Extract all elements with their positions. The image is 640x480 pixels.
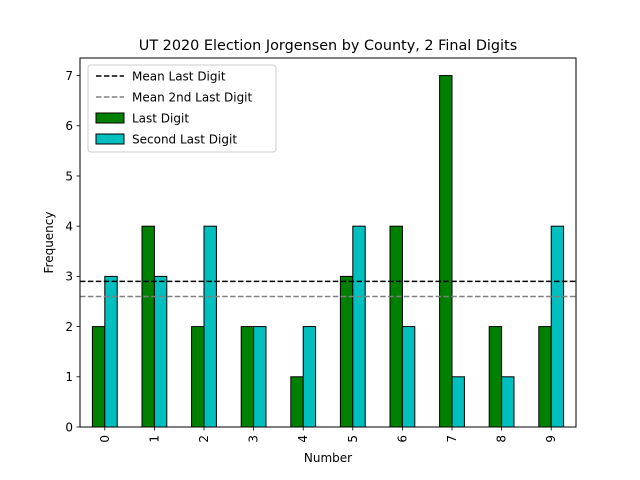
bar-last-digit-7 [439,75,453,428]
x-tick-label-1: 1 [147,435,161,443]
bar-last-digit-9 [538,326,552,428]
y-tick-label-6: 6 [65,119,73,133]
bar-second-last-digit-4 [302,326,317,428]
bar-second-last-digit-9 [550,225,565,428]
bar-second-last-digit-1 [153,275,168,428]
x-tick-label-5: 5 [346,435,360,443]
x-axis-label: Number [304,451,352,465]
bar-second-last-digit-6 [401,326,416,428]
legend-swatch-second-last-digit [95,133,125,145]
legend-label-mean-last-digit: Mean Last Digit [132,70,226,84]
x-tick-label-7: 7 [445,435,459,443]
bar-last-digit-3 [240,326,255,428]
y-tick-label-1: 1 [65,370,73,384]
y-tick-label-0: 0 [65,420,73,434]
y-tick-label-7: 7 [65,69,73,83]
bar-second-last-digit-8 [501,376,515,428]
bar-second-last-digit-5 [352,225,366,428]
x-tick-label-0: 0 [98,435,112,443]
x-tick-label-6: 6 [395,435,409,443]
x-tick-label-2: 2 [197,435,211,443]
bar-second-last-digit-3 [253,326,267,428]
y-tick-label-5: 5 [65,169,73,183]
legend-label-last-digit: Last Digit [132,112,189,126]
plot-frame [79,57,577,428]
bar-last-digit-0 [91,326,106,428]
bar-last-digit-2 [191,326,205,428]
legend-label-second-last-digit: Second Last Digit [132,133,237,147]
x-tick-label-3: 3 [247,435,261,443]
bar-last-digit-5 [339,275,354,428]
y-axis-label: Frequency [42,212,56,274]
chart-title: UT 2020 Election Jorgensen by County, 2 … [139,38,517,54]
bar-second-last-digit-2 [203,225,217,428]
legend-swatch-last-digit [95,112,125,124]
x-tick-label-9: 9 [544,435,558,443]
chart-axes: 0 1 2 3 4 5 6 7 8 9 0 1 2 3 4 5 6 7 [65,69,558,443]
legend-box [87,64,277,153]
legend: Mean Last Digit Mean 2nd Last Digit Last D… [87,64,277,153]
y-tick-label-3: 3 [65,270,73,284]
y-tick-label-4: 4 [65,219,73,233]
legend-label-mean-second-last-digit: Mean 2nd Last Digit [132,91,253,105]
y-tick-label-2: 2 [65,320,73,334]
bar-last-digit-6 [389,225,403,428]
bar-second-last-digit-0 [104,275,118,428]
bar-last-digit-4 [290,376,304,428]
bar-last-digit-8 [488,326,503,428]
x-tick-label-8: 8 [495,435,509,443]
x-tick-label-4: 4 [296,435,310,443]
bar-last-digit-1 [141,225,155,428]
bar-second-last-digit-7 [451,376,465,428]
